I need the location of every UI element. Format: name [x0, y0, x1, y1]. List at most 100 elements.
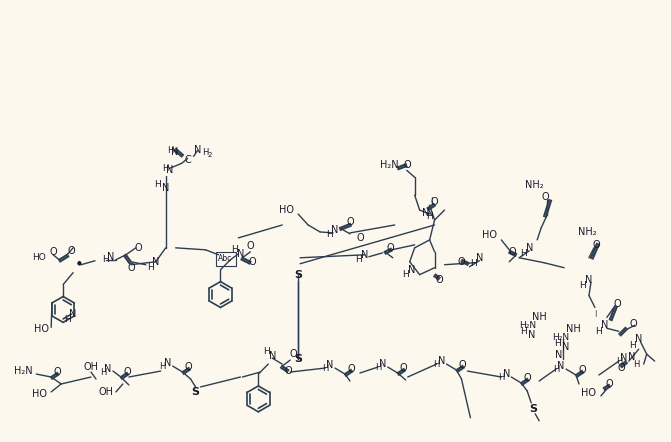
Text: N: N — [162, 183, 169, 193]
Text: NH: NH — [566, 324, 580, 334]
Text: H₂N: H₂N — [14, 366, 33, 376]
Text: HO: HO — [278, 205, 294, 215]
Text: HO: HO — [32, 389, 47, 399]
Text: H: H — [322, 364, 328, 373]
Text: H₂N: H₂N — [380, 160, 399, 170]
Text: Abc: Abc — [218, 254, 233, 263]
Text: N: N — [408, 265, 415, 274]
Text: O: O — [123, 367, 131, 377]
Text: O: O — [541, 192, 549, 202]
Text: H: H — [162, 164, 169, 173]
Text: O: O — [50, 247, 57, 257]
Text: H₂N: H₂N — [519, 321, 535, 330]
Text: O: O — [605, 379, 613, 389]
Text: O: O — [523, 373, 531, 383]
Text: H: H — [629, 341, 636, 350]
Text: N: N — [166, 165, 173, 175]
Text: N: N — [529, 330, 536, 340]
Text: HO: HO — [482, 230, 497, 240]
Text: H: H — [470, 259, 477, 268]
Text: H: H — [203, 148, 209, 157]
Text: H: H — [580, 281, 586, 290]
Text: H: H — [325, 230, 332, 240]
Text: S: S — [192, 387, 199, 397]
Text: O: O — [435, 274, 444, 285]
Text: H: H — [154, 180, 161, 189]
Text: O: O — [127, 263, 135, 273]
Text: N: N — [194, 145, 201, 156]
Text: O: O — [613, 300, 621, 309]
Text: N: N — [107, 252, 115, 262]
Text: H: H — [356, 255, 362, 264]
Text: O: O — [246, 241, 254, 251]
Text: O: O — [248, 257, 256, 267]
Text: O: O — [431, 197, 438, 207]
Text: H: H — [148, 263, 154, 272]
Text: O: O — [185, 362, 193, 372]
Text: O: O — [285, 366, 292, 376]
Text: O: O — [387, 243, 395, 253]
Text: OH: OH — [99, 387, 113, 397]
Text: N: N — [326, 360, 333, 370]
Text: H: H — [520, 327, 527, 336]
Text: NH₂: NH₂ — [525, 180, 544, 190]
Text: H₂N: H₂N — [552, 333, 570, 342]
Text: N: N — [237, 249, 244, 259]
Text: N: N — [620, 353, 627, 363]
Text: H: H — [231, 245, 238, 254]
Text: H: H — [403, 270, 409, 279]
Text: N: N — [628, 352, 635, 362]
Text: N: N — [556, 350, 563, 360]
Text: HO: HO — [582, 388, 597, 398]
Text: ●: ● — [76, 260, 81, 265]
Text: O: O — [592, 240, 600, 250]
Text: NH₂: NH₂ — [578, 227, 597, 237]
Text: H: H — [160, 362, 166, 370]
Text: O: O — [459, 360, 466, 370]
Text: H: H — [554, 339, 560, 348]
Text: N: N — [69, 309, 76, 320]
Text: H: H — [426, 212, 433, 221]
Text: H: H — [64, 315, 70, 324]
Text: N: N — [635, 334, 642, 344]
Text: H: H — [168, 146, 174, 155]
Text: O: O — [347, 364, 355, 374]
Text: O: O — [54, 367, 61, 377]
Text: O: O — [346, 217, 354, 227]
Text: S: S — [294, 270, 302, 280]
Text: H: H — [553, 365, 559, 373]
Text: O: O — [134, 243, 142, 253]
Text: N: N — [558, 361, 565, 371]
Text: N: N — [525, 243, 533, 253]
Text: OH: OH — [83, 362, 99, 372]
Text: N: N — [601, 320, 609, 330]
Text: H: H — [520, 249, 527, 258]
Text: C: C — [185, 156, 191, 165]
Text: H: H — [263, 347, 270, 356]
Text: H: H — [433, 360, 440, 369]
Text: O: O — [618, 363, 625, 373]
Text: H: H — [498, 373, 505, 381]
Text: N: N — [171, 148, 178, 157]
Text: S: S — [529, 404, 537, 414]
Text: |: | — [594, 310, 596, 317]
Text: N: N — [585, 274, 592, 285]
Text: O: O — [67, 246, 75, 256]
Text: O: O — [400, 363, 407, 373]
Text: O: O — [458, 257, 465, 267]
Text: HO: HO — [34, 324, 49, 334]
Text: O: O — [356, 233, 364, 243]
Text: H: H — [615, 357, 622, 366]
Text: N: N — [331, 225, 339, 235]
Text: N: N — [476, 253, 483, 263]
Text: H: H — [103, 255, 109, 264]
Text: N: N — [268, 351, 276, 361]
Text: N: N — [379, 359, 386, 369]
Text: |: | — [430, 197, 433, 204]
Text: O: O — [630, 320, 637, 329]
Text: N: N — [361, 250, 368, 260]
Text: O: O — [404, 160, 411, 170]
Text: N: N — [152, 257, 160, 267]
Text: H: H — [596, 327, 603, 336]
Text: N: N — [503, 369, 510, 379]
